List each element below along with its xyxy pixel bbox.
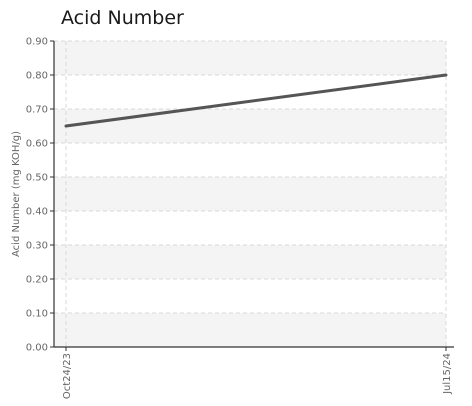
y-tick-label: 0.80: [26, 71, 48, 82]
y-tick-label: 0.90: [26, 37, 48, 48]
y-tick-labels: 0.00 0.10 0.20 0.30 0.40 0.50 0.60 0.70 0.80 0.90: [26, 37, 48, 354]
background-band: [54, 41, 446, 75]
y-tick-label: 0.10: [26, 309, 48, 320]
series-line: [64, 73, 448, 128]
background-band: [54, 109, 446, 143]
x-tick-label: Jul15/24: [442, 353, 453, 395]
x-tick-label: Oct24/23: [62, 353, 73, 399]
series-group: [64, 73, 448, 128]
y-tick-label: 0.20: [26, 275, 48, 286]
y-tick-label: 0.40: [26, 207, 48, 218]
y-tick-label: 0.00: [26, 343, 48, 354]
y-axis-label: Acid Number (mg KOH/g): [11, 131, 22, 257]
background-band: [54, 245, 446, 279]
x-tick-labels: Oct24/23 Jul15/24: [62, 353, 453, 399]
grid-lines: [54, 40, 447, 347]
y-tick-label: 0.60: [26, 139, 48, 150]
chart-title: Acid Number: [61, 7, 184, 29]
y-tick-label: 0.30: [26, 241, 48, 252]
axes: [50, 40, 454, 351]
background-bands: [54, 41, 446, 347]
background-band: [54, 177, 446, 211]
y-tick-label: 0.50: [26, 173, 48, 184]
y-tick-label: 0.70: [26, 105, 48, 116]
background-band: [54, 313, 446, 347]
